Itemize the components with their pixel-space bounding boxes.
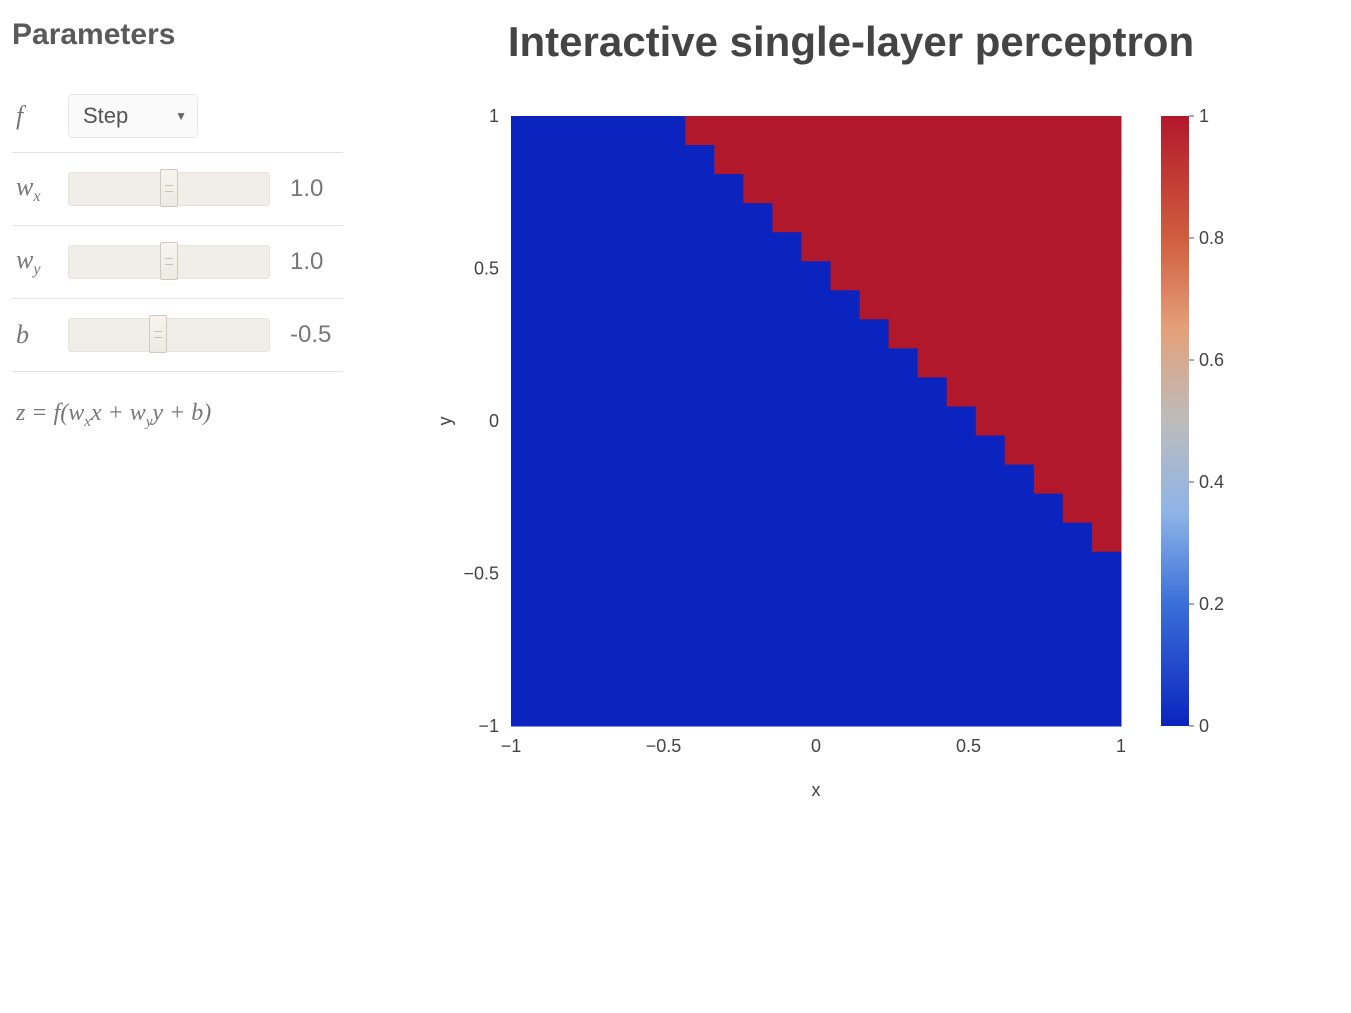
svg-text:0.4: 0.4 <box>1199 472 1224 492</box>
param-label-f: f <box>12 101 68 131</box>
svg-text:0: 0 <box>811 736 821 756</box>
wy-slider-thumb[interactable] <box>160 242 178 280</box>
param-label-b: b <box>12 320 68 350</box>
parameters-panel: Parameters f Step ▼ wx 1.0 <box>0 0 351 1013</box>
b-slider-thumb[interactable] <box>149 315 167 353</box>
svg-text:1: 1 <box>1199 106 1209 126</box>
svg-text:−1: −1 <box>501 736 522 756</box>
svg-text:0.6: 0.6 <box>1199 350 1224 370</box>
svg-text:1: 1 <box>1116 736 1126 756</box>
b-value: -0.5 <box>270 321 343 349</box>
svg-text:0.8: 0.8 <box>1199 228 1224 248</box>
param-row-wx: wx 1.0 <box>12 153 343 226</box>
wy-slider[interactable] <box>68 245 270 279</box>
wx-slider[interactable] <box>68 172 270 206</box>
svg-text:0: 0 <box>1199 716 1209 736</box>
svg-text:−1: −1 <box>478 716 499 736</box>
chevron-down-icon: ▼ <box>175 109 187 123</box>
svg-text:x: x <box>812 780 821 800</box>
equation: z = f(wxx + wyy + b) <box>12 400 343 431</box>
svg-text:−0.5: −0.5 <box>646 736 682 756</box>
perceptron-chart: −1 −0.5 0 0.5 1 −1 −0.5 0 0.5 1 x y 0 0.2 0.4 0.6 0.8 1 <box>411 106 1311 866</box>
page-title: Interactive single-layer perceptron <box>391 18 1311 66</box>
svg-text:y: y <box>435 417 455 426</box>
wy-value: 1.0 <box>270 248 343 276</box>
main-panel: Interactive single-layer perceptron −1 −0… <box>351 0 1351 1013</box>
svg-text:0.2: 0.2 <box>1199 594 1224 614</box>
parameters-title: Parameters <box>12 18 343 52</box>
param-label-wy: wy <box>12 245 68 279</box>
param-label-wx: wx <box>12 172 68 206</box>
svg-text:1: 1 <box>489 106 499 126</box>
param-row-wy: wy 1.0 <box>12 226 343 299</box>
svg-text:−0.5: −0.5 <box>463 564 499 584</box>
svg-text:0.5: 0.5 <box>956 736 981 756</box>
activation-select[interactable]: Step ▼ <box>68 94 198 138</box>
svg-text:0: 0 <box>489 411 499 431</box>
b-slider[interactable] <box>68 318 270 352</box>
activation-select-value: Step <box>83 103 128 129</box>
svg-text:0.5: 0.5 <box>474 259 499 279</box>
wx-value: 1.0 <box>270 175 343 203</box>
param-row-activation: f Step ▼ <box>12 80 343 153</box>
param-row-b: b -0.5 <box>12 299 343 372</box>
wx-slider-thumb[interactable] <box>160 169 178 207</box>
